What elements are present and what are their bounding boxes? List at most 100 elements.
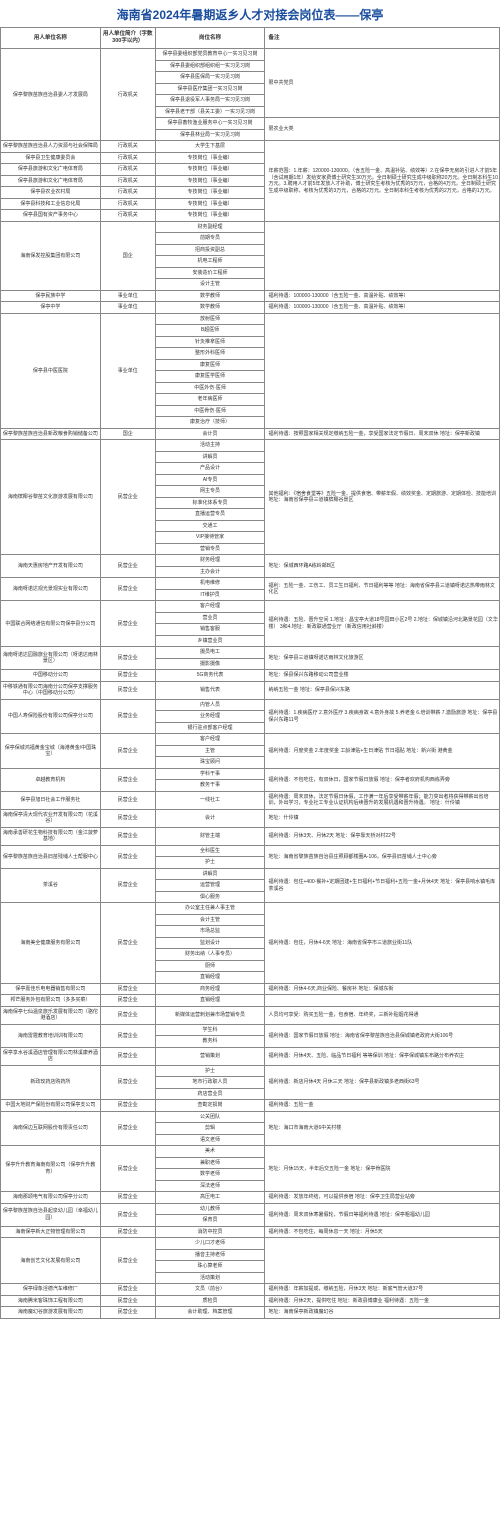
cell-position: 少儿口才老师 bbox=[155, 1238, 265, 1250]
cell-position: 针灸推拿医师 bbox=[155, 336, 265, 348]
cell-position: 保亭县老干部（县关工委）一实习见习岗 bbox=[155, 106, 265, 118]
table-row: 海南创艺文化发展有限公司民营企业少儿口才老师 bbox=[1, 1238, 500, 1250]
cell-employer: 海南天惠房地产开发有限公司 bbox=[1, 555, 101, 578]
header-employer: 用人单位名称 bbox=[1, 28, 101, 49]
cell-position: 老年病医师 bbox=[155, 394, 265, 406]
cell-notes: 福利待遇：新店月休4天 月休三天 地址：保亭县新政镇多老西街63号 bbox=[265, 1065, 500, 1100]
cell-notes: 地址：海口市海南大道6中关村楼 bbox=[265, 1111, 500, 1146]
cell-position: 前期专员 bbox=[155, 233, 265, 245]
cell-intro: 民营企业 bbox=[100, 555, 155, 578]
cell-position: 语文老师 bbox=[155, 1134, 265, 1146]
cell-intro: 民营企业 bbox=[100, 768, 155, 791]
table-row: 海南承善研花生物科技有限公司（金江菠萝基地）民营企业财管主端福利待遇：月休3天、… bbox=[1, 827, 500, 845]
cell-position: 保亭县委组织部组织组一实习见习岗 bbox=[155, 60, 265, 72]
cell-intro: 民营企业 bbox=[100, 734, 155, 769]
table-row: 保亭绿象淫德汽车维修厂民营企业文员（前台）福利待遇：年薪加提成，缴纳五险，月休3… bbox=[1, 1284, 500, 1296]
cell-position: 标准化体系专员 bbox=[155, 497, 265, 509]
cell-intro: 民营企业 bbox=[100, 827, 155, 845]
cell-notes: 福利待遇：发放年终结，可以提供食宿 地址：保亭卫生局营业站旁 bbox=[265, 1192, 500, 1204]
cell-notes: 限中共党员 bbox=[265, 49, 500, 118]
cell-intro: 民营企业 bbox=[100, 681, 155, 699]
cell-intro: 行政机关 bbox=[100, 175, 155, 187]
cell-intro: 行政机关 bbox=[100, 152, 155, 164]
cell-intro: 民营企业 bbox=[100, 995, 155, 1007]
table-row: 中国移动分公司民营企业5G商务代表地址：保县保兴东路移动公司营业楼 bbox=[1, 670, 500, 682]
table-row: 保亭黎族苗族自治县旧苗残埔人士帮服中心民营企业全科医生地址：海南省黎族苗族自治县… bbox=[1, 845, 500, 857]
table-row: 海南保发控股集团有限公司国企财务副经理 bbox=[1, 221, 500, 233]
cell-intro: 行政机关 bbox=[100, 164, 155, 176]
cell-position: 客户经理 bbox=[155, 734, 265, 746]
cell-employer: 保亭升升教育海南有限公司（保亭升升教育） bbox=[1, 1146, 101, 1192]
cell-notes: 纳纳五险一金 地址：保亭县保兴东路 bbox=[265, 681, 500, 699]
cell-employer: 保亭县农业农村局 bbox=[1, 187, 101, 199]
table-row: 保亭民族中学事业单位数学教师福利待遇：100000-130000（含五险一金、高… bbox=[1, 290, 500, 302]
cell-position: 专技岗位（事业编） bbox=[155, 164, 265, 176]
cell-notes: 福利待遇：按照国家相关规定缴纳五险一金，享受国家法定节假日、周末双休 地址：保亭… bbox=[265, 428, 500, 440]
cell-position: VIP接待管家 bbox=[155, 532, 265, 544]
cell-position: 运营管理 bbox=[155, 880, 265, 892]
table-row: 保亭享水谷溪酒店管理有限公司林溪康养酒店民营企业营销策划福利待遇：月休4天、五险… bbox=[1, 1047, 500, 1065]
cell-employer: 保亭绿象淫德汽车维修厂 bbox=[1, 1284, 101, 1296]
cell-employer: 中国人寿保险股份有限公司保亭分公司 bbox=[1, 699, 101, 734]
cell-employer: 新政玫药店购药所 bbox=[1, 1065, 101, 1100]
cell-position: 数学教师 bbox=[155, 290, 265, 302]
cell-employer: 中国联合网络通信有限公司保亭县分公司 bbox=[1, 601, 101, 647]
cell-employer: 中移铁通有限公司海南分公司保亭支撑服务中心（中国移动分公司） bbox=[1, 681, 101, 699]
cell-position: 主管 bbox=[155, 745, 265, 757]
cell-notes: 福利待遇：年薪加提成，缴纳五险，月休3天 地址：新底气管大道37号 bbox=[265, 1284, 500, 1296]
cell-position: 摄影摄像 bbox=[155, 658, 265, 670]
cell-employer: 保亭中学 bbox=[1, 302, 101, 314]
cell-position: 美术 bbox=[155, 1146, 265, 1158]
cell-position: 文员（前台） bbox=[155, 1284, 265, 1296]
cell-intro: 民营企业 bbox=[100, 1307, 155, 1319]
cell-employer: 海南美全健康服务有限公司 bbox=[1, 903, 101, 984]
cell-position: 专技岗位（事业编） bbox=[155, 187, 265, 199]
cell-position: 专技岗位（事业编） bbox=[155, 175, 265, 187]
cell-intro: 行政机关 bbox=[100, 210, 155, 222]
cell-notes: 福利待遇：月休4天、五险、临品节日福利 等等保训 地址：保亭保城镇东布路分布养农… bbox=[265, 1047, 500, 1065]
cell-position: 中医外伤·医师 bbox=[155, 382, 265, 394]
cell-position: 会计员 bbox=[155, 428, 265, 440]
page-title: 海南省2024年暑期返乡人才对接会岗位表——保亭 bbox=[0, 0, 500, 27]
cell-intro: 国企 bbox=[100, 221, 155, 290]
cell-position: 机电工程师 bbox=[155, 256, 265, 268]
cell-position: 设计主管 bbox=[155, 279, 265, 291]
cell-notes: 地址：月休15天，半年后交五险一金 地址：保亭骨医院 bbox=[265, 1146, 500, 1192]
cell-intro: 事业单位 bbox=[100, 302, 155, 314]
cell-notes bbox=[265, 221, 500, 290]
cell-intro: 民营企业 bbox=[100, 1238, 155, 1284]
table-row: 海南美全健康服务有限公司民营企业办公室主任兼人事主管福利待遇：包住，月休4-6天… bbox=[1, 903, 500, 915]
cell-employer: 海南腾米客珠饰工程有限公司 bbox=[1, 1295, 101, 1307]
cell-position: 保亭县林业局一实习见习岗 bbox=[155, 129, 265, 141]
cell-position: 财务出纳（人事专员） bbox=[155, 949, 265, 961]
cell-intro: 行政机关 bbox=[100, 141, 155, 153]
cell-position: 学生科 bbox=[155, 1024, 265, 1036]
table-body: 保亭黎族苗族自治县委人才发展局行政机关保亭县委组织部党员教育中心一实习见习岗限中… bbox=[1, 49, 500, 1319]
cell-position: 讲解员 bbox=[155, 451, 265, 463]
cell-position: 数学教师 bbox=[155, 302, 265, 314]
cell-intro: 民营企业 bbox=[100, 983, 155, 995]
cell-position: 5G商务代表 bbox=[155, 670, 265, 682]
cell-position: 摄员电工 bbox=[155, 647, 265, 659]
cell-employer: 海南保边互联网股份有限责任公司 bbox=[1, 1111, 101, 1146]
cell-position: 康复医学医师 bbox=[155, 371, 265, 383]
table-row: 中移铁通有限公司海南分公司保亭支撑服务中心（中国移动分公司）民营企业销售代表纳纳… bbox=[1, 681, 500, 699]
table-row: 保亭县中医医院事业单位放射医师 bbox=[1, 313, 500, 325]
cell-position: 放射医师 bbox=[155, 313, 265, 325]
cell-position: 商务经理 bbox=[155, 983, 265, 995]
cell-employer: 保亭保城鸿福黄金宝城（海港黄金/中国珠宝） bbox=[1, 734, 101, 769]
cell-notes: 福利待遇：月休2天，提供吃住 地址：新政县博康业 福利待遇：五险一金 bbox=[265, 1295, 500, 1307]
cell-position: 活动策划 bbox=[155, 1272, 265, 1284]
table-row: 海南保边互联网股份有限责任公司民营企业公关团队地址：海口市海南大道6中关村楼 bbox=[1, 1111, 500, 1123]
table-row: 保亭保城鸿福黄金宝城（海港黄金/中国珠宝）民营企业客户经理福利待遇：月度奖金 2… bbox=[1, 734, 500, 746]
cell-position: 保亭县委组织部党员教育中心一实习见习岗 bbox=[155, 49, 265, 61]
cell-employer: 保亭县科技和工业信息化局 bbox=[1, 198, 101, 210]
cell-notes bbox=[265, 313, 500, 428]
cell-intro: 民营企业 bbox=[100, 845, 155, 868]
cell-notes: 福利待遇：五险、晋升空间 1.地址：昌宝亭大道18号园田小区2号 2.地址：保城… bbox=[265, 601, 500, 647]
cell-position: 监划设计 bbox=[155, 937, 265, 949]
cell-notes: 福利待遇：月休3天、月休2天 地址：保亭靠天桥对村22号 bbox=[265, 827, 500, 845]
cell-intro: 事业单位 bbox=[100, 313, 155, 428]
table-row: 海南魔幻谷旅游发展有限公司民营企业会计助理、档案管理地址：海南保亭新政镇魔幻谷 bbox=[1, 1307, 500, 1319]
cell-notes: 福利待遇：100000-130000（含五险一金、高温补贴、绩效等） bbox=[265, 302, 500, 314]
